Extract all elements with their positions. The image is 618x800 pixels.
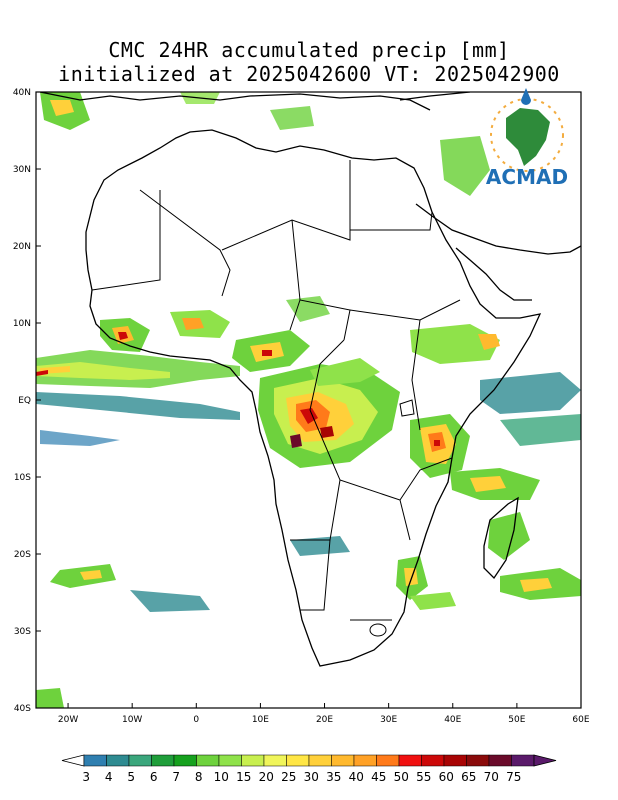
colorbar-label: 15 xyxy=(236,770,251,784)
colorbar-label: 20 xyxy=(259,770,274,784)
lon-label: 20E xyxy=(316,715,333,725)
colorbar-swatch xyxy=(466,754,490,767)
colorbar-swatch xyxy=(241,754,265,767)
longitude-labels: 20W 10W 0 10E 20E 30E 40E 50E 60E xyxy=(58,703,590,725)
lon-label: 10E xyxy=(252,715,269,725)
colorbar-label: 30 xyxy=(304,770,319,784)
colorbar-label: 45 xyxy=(371,770,386,784)
colorbar-swatch xyxy=(488,754,512,767)
lat-label: 10N xyxy=(13,319,31,329)
lat-label: 20N xyxy=(13,242,31,252)
colorbar-label: 4 xyxy=(105,770,113,784)
raindrop-icon xyxy=(521,88,531,105)
map-title-line1: CMC 24HR accumulated precip [mm] xyxy=(108,38,510,62)
lat-label: 30S xyxy=(14,627,31,637)
colorbar-label: 6 xyxy=(150,770,158,784)
colorbar: 3 4 5 6 7 8 10 15 20 25 30 35 40 45 50 55 60 65 70 75 xyxy=(61,754,557,784)
colorbar-swatch xyxy=(106,754,130,767)
colorbar-swatch xyxy=(308,754,332,767)
lat-label: 40S xyxy=(14,704,31,714)
lon-label: 10W xyxy=(122,715,142,725)
lat-label: 30N xyxy=(13,165,31,175)
colorbar-swatch xyxy=(83,754,107,767)
colorbar-swatch xyxy=(128,754,152,767)
lat-label: 40N xyxy=(13,88,31,98)
colorbar-swatch xyxy=(511,754,535,767)
colorbar-label: 55 xyxy=(416,770,431,784)
colorbar-swatch xyxy=(443,754,467,767)
colorbar-label: 75 xyxy=(506,770,521,784)
colorbar-swatch xyxy=(173,754,197,767)
lat-label: EQ xyxy=(18,396,31,406)
colorbar-swatch xyxy=(331,754,355,767)
colorbar-label: 65 xyxy=(461,770,476,784)
colorbar-swatch xyxy=(376,754,400,767)
colorbar-swatch xyxy=(151,754,175,767)
lat-label: 10S xyxy=(14,473,31,483)
colorbar-label: 40 xyxy=(349,770,364,784)
colorbar-high-arrow xyxy=(533,754,557,767)
colorbar-label: 25 xyxy=(281,770,296,784)
colorbar-label: 7 xyxy=(172,770,180,784)
colorbar-swatch xyxy=(353,754,377,767)
colorbar-label: 10 xyxy=(214,770,229,784)
latitude-labels: 40N 30N 20N 10N EQ 10S 20S 30S 40S xyxy=(13,88,41,714)
colorbar-swatch xyxy=(263,754,287,767)
colorbar-label: 35 xyxy=(326,770,341,784)
precip-field xyxy=(36,92,581,708)
colorbar-swatch xyxy=(286,754,310,767)
colorbar-label: 3 xyxy=(82,770,90,784)
lat-label: 20S xyxy=(14,550,31,560)
colorbar-label: 70 xyxy=(484,770,499,784)
colorbar-low-arrow xyxy=(61,754,85,767)
coastlines xyxy=(39,92,581,667)
colorbar-label: 5 xyxy=(127,770,135,784)
acmad-logo: ACMAD xyxy=(486,88,568,189)
colorbar-label: 8 xyxy=(195,770,203,784)
lon-label: 20W xyxy=(58,715,78,725)
colorbar-label: 60 xyxy=(439,770,454,784)
lon-label: 50E xyxy=(508,715,525,725)
lon-label: 40E xyxy=(444,715,461,725)
map-title-line2: initialized at 2025042600 VT: 2025042900 xyxy=(58,62,560,86)
lon-label: 0 xyxy=(193,715,199,725)
colorbar-label: 50 xyxy=(394,770,409,784)
lon-label: 30E xyxy=(380,715,397,725)
colorbar-swatch xyxy=(398,754,422,767)
colorbar-swatch xyxy=(218,754,242,767)
colorbar-swatch xyxy=(196,754,220,767)
lon-label: 60E xyxy=(572,715,589,725)
acmad-logo-text: ACMAD xyxy=(486,165,568,189)
colorbar-swatch xyxy=(421,754,445,767)
borders xyxy=(91,160,461,637)
